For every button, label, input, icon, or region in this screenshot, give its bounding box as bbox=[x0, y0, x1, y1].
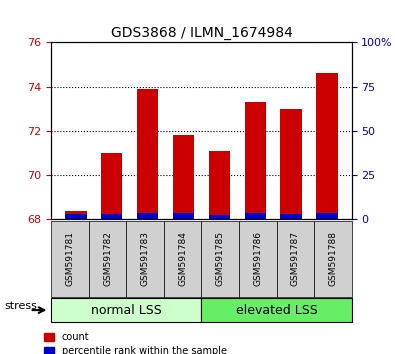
Bar bbox=[137, 213, 158, 219]
Text: GSM591786: GSM591786 bbox=[253, 231, 262, 286]
Bar bbox=[316, 213, 338, 219]
Text: normal LSS: normal LSS bbox=[91, 304, 162, 316]
Text: GSM591788: GSM591788 bbox=[328, 231, 337, 286]
Text: GSM591785: GSM591785 bbox=[216, 231, 225, 286]
Text: GSM591781: GSM591781 bbox=[66, 231, 75, 286]
Text: GSM591787: GSM591787 bbox=[291, 231, 300, 286]
Bar bbox=[209, 151, 230, 219]
Bar bbox=[280, 109, 302, 219]
Bar bbox=[173, 213, 194, 219]
Text: GSM591782: GSM591782 bbox=[103, 231, 112, 286]
Text: elevated LSS: elevated LSS bbox=[236, 304, 317, 316]
Text: stress: stress bbox=[4, 301, 37, 311]
Bar bbox=[173, 136, 194, 219]
Bar bbox=[101, 153, 122, 219]
Bar bbox=[65, 211, 87, 219]
Bar bbox=[245, 102, 266, 219]
Bar bbox=[245, 213, 266, 219]
Bar bbox=[101, 214, 122, 219]
Bar bbox=[209, 215, 230, 219]
Bar bbox=[316, 74, 338, 219]
Bar bbox=[280, 214, 302, 219]
Text: GSM591784: GSM591784 bbox=[178, 231, 187, 286]
Title: GDS3868 / ILMN_1674984: GDS3868 / ILMN_1674984 bbox=[111, 26, 292, 40]
Bar bbox=[65, 214, 87, 219]
Bar bbox=[137, 89, 158, 219]
Legend: count, percentile rank within the sample: count, percentile rank within the sample bbox=[44, 332, 227, 354]
Text: GSM591783: GSM591783 bbox=[141, 231, 150, 286]
